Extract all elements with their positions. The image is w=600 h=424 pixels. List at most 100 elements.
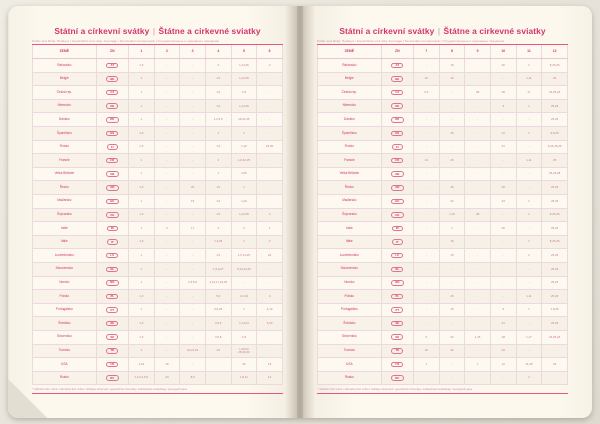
country-name-cell: Turecko [32, 343, 97, 359]
holiday-dates-cell: 11,28 [515, 357, 543, 372]
holiday-dates-cell: - [412, 302, 440, 318]
holiday-dates-cell: - [153, 71, 181, 87]
country-name-cell: Rusko [317, 370, 382, 386]
holiday-dates-cell: 1 [515, 207, 543, 223]
country-code-badge: CH [106, 212, 119, 218]
holiday-dates-cell: 1,6 [204, 85, 232, 100]
holiday-dates-cell: 25,26 [541, 221, 568, 236]
country-code-badge: SK [106, 334, 119, 341]
holiday-dates-cell: 25,26 [541, 112, 568, 128]
holiday-dates-cell: 30 [438, 343, 466, 359]
header-month-4: 4 [204, 45, 232, 60]
country-code-badge: FR [106, 157, 119, 164]
holiday-dates-cell: - [256, 275, 283, 291]
country-code-cell: CZ [380, 85, 414, 100]
holiday-dates-cell: 1,6 [204, 139, 232, 155]
holiday-dates-cell: - [438, 166, 466, 182]
table-row: Belgie BE 21 15- -1,11 25 [317, 71, 568, 87]
country-code-badge: FI [391, 144, 403, 150]
holiday-dates-cell: - [515, 112, 543, 128]
holiday-dates-cell: - [153, 58, 181, 73]
holiday-dates-cell: 1,17 [515, 329, 543, 345]
holiday-dates-cell: 8,9 [179, 370, 206, 386]
book-spine-gutter [285, 6, 315, 418]
holiday-dates-cell: 25,26 [541, 289, 568, 304]
holiday-dates-cell: - [438, 357, 466, 372]
holiday-dates-cell: - [179, 126, 206, 141]
holiday-dates-cell: 1 [127, 71, 155, 87]
header-month-1: 1 [127, 45, 155, 60]
page-title-right: Státní a církevní svátky | Štátne a cirk… [317, 26, 568, 36]
holiday-dates-cell: - [464, 180, 491, 196]
footnote-right: * náhradní den volna / náhradný deň voľn… [317, 387, 473, 391]
country-code-cell: DK [380, 112, 414, 128]
country-code-badge: NO [106, 280, 119, 286]
table-row: Polsko PL -15- -1,11 25,26 [317, 289, 568, 304]
holiday-dates-cell: 2,3,5,6 [179, 275, 206, 291]
holiday-dates-cell: 20,21,22 [179, 343, 206, 359]
holiday-dates-cell: 15 [412, 343, 440, 359]
title-czech: Státní a církevní svátky [54, 26, 150, 36]
holiday-dates-cell: - [438, 112, 466, 128]
table-row: Švýcarsko CH 1,2- -1,6 1,14,25 4 [32, 207, 283, 223]
header-month-11: 11 [515, 45, 543, 60]
holiday-dates-cell: - [515, 275, 543, 291]
holiday-dates-cell: - [179, 85, 206, 100]
holiday-dates-cell: - [256, 85, 283, 100]
country-name-cell: Portugalsko [32, 302, 97, 318]
country-code-badge: RU [391, 375, 404, 381]
country-code-badge: IT [391, 239, 403, 245]
country-code-cell: BE [380, 71, 414, 87]
bottom-rule-right [317, 392, 568, 394]
holiday-dates-cell: - [256, 71, 283, 87]
holiday-dates-cell: - [464, 126, 491, 141]
page-title-left: Státní a církevní svátky | Štátne a cirk… [32, 26, 283, 36]
holiday-dates-cell: 1,6 [127, 289, 155, 304]
holiday-dates-cell: - [412, 112, 440, 128]
country-code-badge: ES [391, 130, 404, 137]
table-row: Řecko GR 1,6-25 13 1- [32, 180, 283, 196]
holiday-dates-cell: 15 [179, 194, 206, 209]
holiday-dates-cell: 7 [464, 357, 491, 372]
holiday-dates-cell: 1,4,25 [204, 234, 232, 250]
country-code-cell: NL [95, 262, 129, 277]
holiday-dates-cell: 28 [489, 85, 517, 100]
holiday-dates-cell: - [515, 180, 543, 196]
holiday-dates-cell: 1 [230, 126, 258, 141]
country-code-badge: US [106, 361, 119, 368]
holiday-dates-cell: 3 [489, 98, 517, 114]
title-rule-left [32, 44, 283, 46]
holiday-dates-cell: 1,2 [127, 207, 155, 223]
holiday-dates-cell: 1 [515, 98, 543, 114]
table-row: Francie FR 1- -4 1,8,16,25- [32, 153, 283, 168]
holiday-dates-cell: - [256, 153, 283, 168]
country-code-badge: IT [106, 239, 118, 245]
header-month-12: 12 [541, 45, 568, 60]
country-name-cell: Polsko [317, 289, 382, 304]
holiday-dates-cell: - [412, 126, 440, 141]
country-code-badge: FR [391, 157, 404, 164]
country-name-cell: Maďarsko [32, 194, 97, 209]
country-code-cell: ES [95, 126, 129, 141]
holiday-dates-cell: - [153, 207, 181, 223]
table-row: Indie IN 1 2 17 4 4 1 [32, 221, 283, 236]
country-name-cell: Francie [32, 153, 97, 168]
holiday-dates-cell: - [153, 180, 181, 196]
holiday-dates-cell: 21 [412, 71, 440, 87]
country-name-cell: Maďarsko [317, 194, 382, 209]
country-code-cell: GB [95, 166, 129, 182]
holiday-dates-cell: 1,19 [127, 357, 155, 372]
holiday-dates-cell: 29 [489, 343, 517, 359]
header-month-6: 6 [256, 45, 283, 60]
holiday-dates-cell: 4 [515, 370, 543, 386]
country-code-cell: FI [380, 139, 414, 155]
table-header-row-right: ZEMĚ ZN 7 8 9 10 11 12 [317, 45, 568, 60]
holiday-dates-cell: - [541, 370, 568, 386]
holiday-dates-cell: 1 [256, 221, 283, 236]
holiday-dates-cell: 1,14,25 [230, 98, 258, 114]
holiday-dates-cell: 31 [489, 316, 517, 331]
holiday-dates-cell: - [256, 112, 283, 128]
country-code-badge: SE [106, 320, 119, 327]
holiday-dates-cell: - [412, 139, 440, 155]
